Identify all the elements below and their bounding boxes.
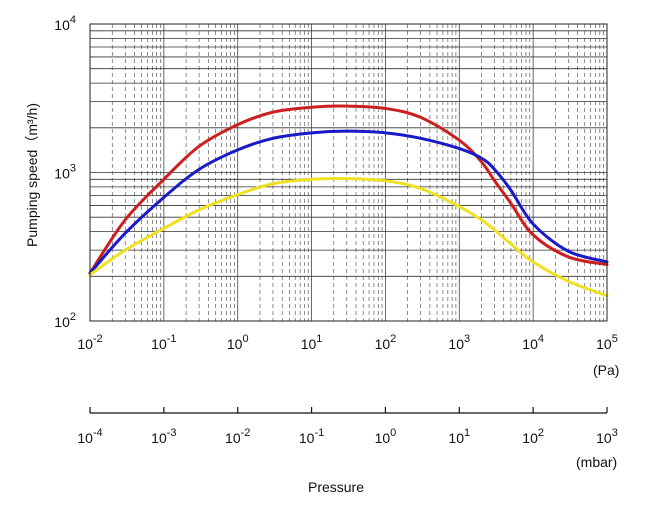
x-tick-label-mbar: 101: [448, 427, 470, 446]
y-tick-label: 102: [54, 311, 76, 330]
x-tick-label-mbar: 100: [375, 427, 397, 446]
x-tick-label-pa: 104: [522, 333, 544, 352]
y-axis-label: Pumping speed（m³/h): [24, 103, 40, 247]
unit-mbar-label: (mbar): [576, 454, 617, 470]
series-lines: [88, 104, 609, 298]
series-line-2: [88, 129, 609, 275]
x-tick-label-pa: 100: [227, 333, 249, 352]
y-tick-label: 104: [54, 14, 76, 33]
x-tick-labels-mbar: 10-4 10-3 10-2 10-1 100 101 102 103: [77, 427, 618, 446]
x-tick-label-pa: 10-1: [151, 333, 176, 352]
x-tick-labels-pa: 10-2 10-1 100 101 102 103 104 105: [77, 333, 618, 352]
x-tick-label-pa: 103: [448, 333, 470, 352]
y-tick-labels: 102 103 104: [54, 14, 76, 330]
x-tick-label-mbar: 10-4: [77, 427, 102, 446]
x-tick-label-pa: 10-2: [77, 333, 102, 352]
x-tick-label-pa: 105: [596, 333, 618, 352]
x-tick-label-mbar: 10-1: [299, 427, 324, 446]
x-tick-label-mbar: 102: [522, 427, 544, 446]
y-tick-label: 103: [54, 163, 76, 182]
plot-frame: [89, 23, 608, 322]
series-line-1: [88, 104, 609, 275]
x-tick-label-mbar: 10-3: [151, 427, 176, 446]
x-axis-label: Pressure: [308, 479, 364, 495]
x-tick-label-mbar: 103: [596, 427, 618, 446]
grid: [89, 24, 607, 322]
unit-pa-label: (Pa): [593, 362, 619, 378]
x-tick-label-pa: 101: [301, 333, 323, 352]
series-line-3: [88, 176, 609, 298]
x-tick-label-mbar: 10-2: [225, 427, 250, 446]
x-tick-label-pa: 102: [375, 333, 397, 352]
mbar-axis: [89, 407, 608, 414]
